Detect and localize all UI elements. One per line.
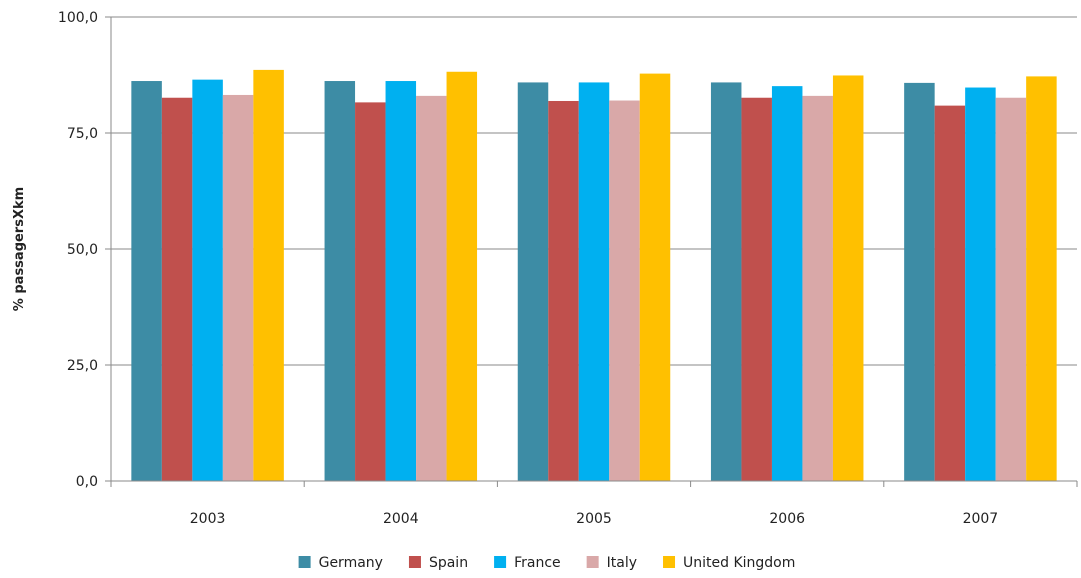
- bar-germany-2007: [904, 82, 935, 481]
- y-tick-label: 75,0: [67, 126, 98, 142]
- bar-france-2005: [578, 82, 610, 481]
- bar-germany-2005: [517, 82, 549, 481]
- bar-united-kingdom-2004: [446, 71, 478, 481]
- y-tick-label: 0,0: [76, 474, 98, 490]
- bar-france-2003: [192, 79, 223, 481]
- legend-swatch-italy: [586, 556, 599, 568]
- bar-united-kingdom-2007: [1026, 76, 1057, 481]
- axes: [105, 16, 1078, 487]
- y-axis-title: % passagersXkm: [12, 187, 27, 311]
- y-tick-label: 100,0: [58, 10, 98, 26]
- bars: [131, 69, 1057, 482]
- x-tick-label: 2007: [963, 511, 999, 527]
- bar-france-2004: [385, 81, 417, 482]
- legend-swatch-united-kingdom: [663, 556, 676, 568]
- bar-italy-2007: [995, 97, 1027, 482]
- bar-italy-2003: [222, 94, 254, 482]
- bar-spain-2005: [548, 100, 579, 481]
- legend-label-france: France: [514, 555, 561, 571]
- bar-italy-2004: [416, 95, 447, 481]
- bar-spain-2004: [355, 102, 386, 481]
- x-tick-label: 2006: [769, 511, 805, 527]
- y-tick-label: 50,0: [67, 242, 98, 258]
- x-tick-label: 2004: [383, 511, 419, 527]
- legend-swatch-germany: [298, 556, 311, 568]
- legend-label-united-kingdom: United Kingdom: [683, 555, 795, 571]
- bar-united-kingdom-2003: [253, 69, 284, 482]
- legend-swatch-france: [494, 556, 507, 568]
- bar-united-kingdom-2006: [832, 75, 864, 482]
- legend-label-spain: Spain: [429, 555, 468, 571]
- y-tick-label: 25,0: [67, 358, 98, 374]
- legend: Germany Spain France Italy United Kingdom: [298, 555, 795, 571]
- bar-germany-2004: [324, 81, 356, 482]
- bar-italy-2005: [609, 100, 640, 482]
- bar-germany-2003: [131, 81, 162, 482]
- bar-spain-2007: [934, 105, 966, 482]
- x-tick-label: 2005: [576, 511, 612, 527]
- legend-label-italy: Italy: [607, 555, 637, 571]
- tick-labels: 0,0 25,0 50,0 75,0 100,0 2003 2004 2005 2006 2007: [58, 10, 998, 527]
- x-tick-label: 2003: [190, 511, 226, 527]
- bar-spain-2003: [161, 97, 193, 482]
- bar-italy-2006: [802, 95, 833, 481]
- bar-germany-2006: [710, 82, 742, 481]
- legend-label-germany: Germany: [319, 555, 383, 571]
- bar-france-2006: [771, 86, 803, 482]
- legend-swatch-spain: [408, 556, 421, 568]
- bar-united-kingdom-2005: [639, 73, 671, 481]
- bar-spain-2006: [741, 97, 772, 482]
- bar-france-2007: [965, 87, 996, 481]
